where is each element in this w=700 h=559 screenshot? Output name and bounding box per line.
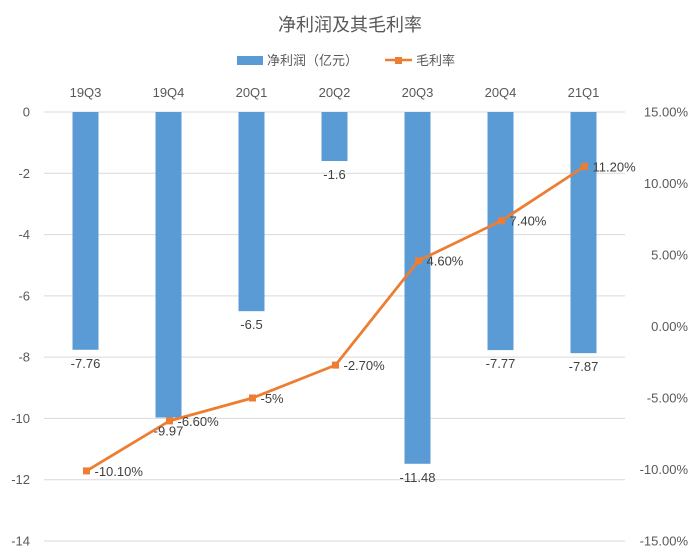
category-label: 20Q4	[485, 85, 517, 100]
left-axis-tick-label: -10	[11, 411, 30, 426]
chart-title: 净利润及其毛利率	[278, 15, 422, 36]
bar-data-label: -7.77	[486, 356, 516, 371]
bar-data-label: -11.48	[400, 470, 436, 485]
line-data-label: 7.40%	[510, 214, 547, 229]
legend-line-marker	[395, 57, 402, 64]
line-point	[581, 162, 588, 170]
bar-data-label: -7.76	[71, 356, 101, 371]
bar	[321, 112, 348, 162]
left-axis-tick-label: -14	[11, 534, 30, 549]
legend-bar-label: 净利润（亿元）	[267, 54, 358, 69]
line-data-label: -5%	[261, 391, 285, 406]
line-point	[83, 467, 90, 475]
right-axis-tick-label: -10.00%	[640, 462, 689, 477]
category-label: 21Q1	[568, 85, 600, 100]
bar	[404, 112, 431, 464]
bar	[72, 112, 99, 350]
line-point	[415, 257, 422, 265]
line-data-label: 4.60%	[427, 254, 464, 269]
left-axis-tick-label: -2	[18, 166, 30, 181]
category-label: 20Q3	[402, 85, 434, 100]
bar	[487, 112, 514, 351]
left-axis-tick-label: -4	[18, 227, 30, 242]
category-label: 19Q3	[70, 85, 102, 100]
right-axis-tick-label: -15.00%	[640, 534, 689, 549]
gridlines	[44, 111, 625, 542]
category-label: 20Q2	[319, 85, 351, 100]
bar	[155, 112, 182, 418]
right-axis-tick-label: 5.00%	[651, 248, 688, 263]
bar-data-label: -6.5	[240, 317, 262, 332]
right-axis-tick-label: 10.00%	[644, 176, 689, 191]
line-point	[249, 394, 256, 402]
bar-data-label: -9.97	[154, 424, 184, 439]
line-point	[498, 217, 505, 225]
bar-series	[72, 112, 597, 464]
axes: 0 -2 -4 -6 -8 -10 -12 -14 15.00% 10.00% 5.00% 0.00%…	[11, 85, 688, 549]
left-axis-tick-label: -8	[18, 350, 30, 365]
right-axis-tick-label: 0.00%	[651, 319, 688, 334]
line-series	[83, 162, 588, 475]
left-axis-tick-label: -12	[11, 472, 30, 487]
right-axis-tick-label: -5.00%	[647, 391, 689, 406]
bar	[238, 112, 265, 312]
legend: 净利润（亿元） 毛利率	[237, 53, 455, 69]
line-data-label: -6.60%	[178, 414, 220, 429]
left-axis-tick-label: 0	[23, 105, 30, 120]
category-label: 20Q1	[236, 85, 268, 100]
bar-data-label: -7.87	[569, 359, 599, 374]
right-axis-tick-label: 15.00%	[644, 105, 689, 120]
line-data-label: -2.70%	[344, 358, 386, 373]
legend-bar-swatch	[237, 56, 263, 65]
bar-data-label: -1.6	[323, 167, 345, 182]
left-axis-tick-label: -6	[18, 288, 30, 303]
legend-line-label: 毛利率	[416, 53, 455, 69]
line-point	[166, 417, 173, 425]
bar	[570, 112, 597, 354]
line-data-label: 11.20%	[593, 159, 637, 174]
data-labels: -7.76 -9.97 -6.5 -1.6 -11.48 -7.77 -7.87 -10.10…	[71, 159, 636, 484]
category-label: 19Q4	[153, 85, 185, 100]
line-point	[332, 361, 339, 369]
line-data-label: -10.10%	[95, 464, 144, 479]
